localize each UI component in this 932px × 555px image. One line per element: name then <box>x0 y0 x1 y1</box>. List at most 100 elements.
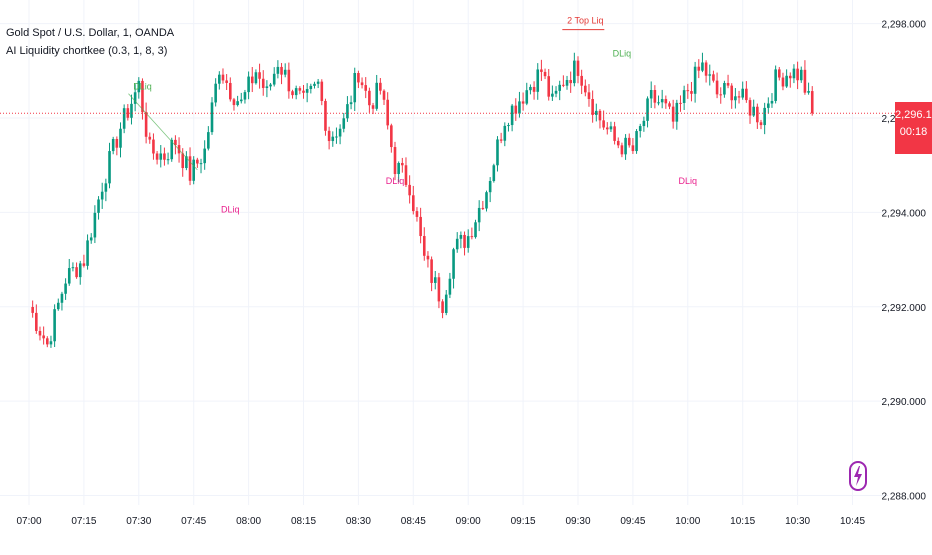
candle-body <box>690 91 693 94</box>
candle-body <box>745 88 748 101</box>
symbol-title[interactable]: Gold Spot / U.S. Dollar, 1, OANDA <box>6 27 175 39</box>
candle-body <box>638 126 642 132</box>
candle-body <box>624 137 627 155</box>
candle-body <box>437 277 441 302</box>
candle-body <box>221 74 225 81</box>
candle-body <box>573 60 576 84</box>
candle-body <box>719 94 723 96</box>
candle-body <box>71 267 75 269</box>
candle-body <box>627 137 631 146</box>
candle-body <box>448 278 452 295</box>
candle-body <box>89 237 93 241</box>
candle-body <box>712 74 715 81</box>
candle-body <box>67 268 71 284</box>
candle-body <box>723 83 726 95</box>
candle-body <box>587 92 591 100</box>
candle-body <box>734 96 737 101</box>
candle-body <box>426 255 430 260</box>
candle-body <box>664 99 668 104</box>
y-tick-label: 2,288.000 <box>882 492 927 503</box>
candle-body <box>218 74 221 84</box>
candle-body <box>342 118 346 129</box>
candle-body <box>675 102 679 122</box>
liquidity-label: DLiq <box>133 82 152 92</box>
candle-body <box>232 99 236 106</box>
candle-body <box>371 105 375 109</box>
liquidity-label: DLiq <box>613 49 632 59</box>
candle-body <box>748 100 752 116</box>
candle-body <box>210 102 214 133</box>
candle-body <box>510 105 514 126</box>
candle-body <box>247 76 250 93</box>
candle-body <box>543 71 547 77</box>
candle-body <box>704 62 708 76</box>
candle-body <box>540 69 543 72</box>
candle-body <box>477 207 481 223</box>
candle-body <box>38 330 42 336</box>
candle-body <box>686 90 690 92</box>
candle-body <box>408 184 411 196</box>
candle-body <box>49 341 53 345</box>
candle-body <box>730 85 734 101</box>
candle-body <box>671 106 675 122</box>
x-tick-label: 10:45 <box>840 516 865 527</box>
candle-body <box>93 212 97 238</box>
candle-body <box>591 99 594 115</box>
candle-body <box>368 90 371 106</box>
candle-body <box>569 80 572 84</box>
candle-body <box>108 151 111 184</box>
candle-body <box>199 163 203 165</box>
candle-body <box>126 108 130 118</box>
candle-body <box>327 130 331 142</box>
candle-body <box>404 165 408 185</box>
candle-body <box>485 192 488 209</box>
candle-body <box>166 159 170 161</box>
candle-body <box>346 104 349 119</box>
candle-body <box>492 165 496 181</box>
candle-body <box>386 99 389 126</box>
candle-body <box>463 234 466 248</box>
candle-body <box>752 106 755 116</box>
candle-body <box>558 84 561 91</box>
candle-body <box>653 90 657 103</box>
candle-body <box>660 99 664 103</box>
indicator-label[interactable]: AI Liquidity chortkee (0.3, 1, 8, 3) <box>6 45 168 57</box>
candle-body <box>668 103 671 107</box>
candle-body <box>799 69 803 81</box>
candle-body <box>360 82 364 86</box>
candle-body <box>35 312 38 331</box>
candle-body <box>459 234 463 239</box>
candle-body <box>767 103 770 108</box>
candle-body <box>433 277 437 283</box>
x-tick-label: 09:45 <box>620 516 645 527</box>
candle-body <box>331 136 335 142</box>
bar-countdown: 00:18 <box>899 126 928 138</box>
candle-body <box>518 101 521 114</box>
candle-body <box>455 238 459 250</box>
candle-body <box>470 236 474 238</box>
candle-body <box>294 88 298 96</box>
candle-body <box>741 88 744 98</box>
candle-body <box>133 92 137 104</box>
candle-body <box>646 98 649 121</box>
candle-body <box>737 96 741 98</box>
lightning-bolt-icon[interactable] <box>849 461 867 491</box>
candle-body <box>313 83 316 86</box>
candle-body <box>401 162 404 166</box>
candle-body <box>430 259 433 283</box>
candle-body <box>774 69 777 101</box>
candle-body <box>693 66 697 94</box>
y-tick-label: 2,292.000 <box>882 303 927 314</box>
chart-legend: Gold Spot / U.S. Dollar, 1, OANDA AI Liq… <box>6 24 174 60</box>
candle-body <box>122 108 126 129</box>
candle-body <box>616 140 620 146</box>
candle-body <box>203 148 206 164</box>
candle-body <box>393 147 397 175</box>
candle-body <box>280 66 283 75</box>
x-tick-label: 08:00 <box>236 516 261 527</box>
candle-body <box>770 100 774 104</box>
candle-body <box>715 80 719 95</box>
candle-body <box>111 138 115 152</box>
